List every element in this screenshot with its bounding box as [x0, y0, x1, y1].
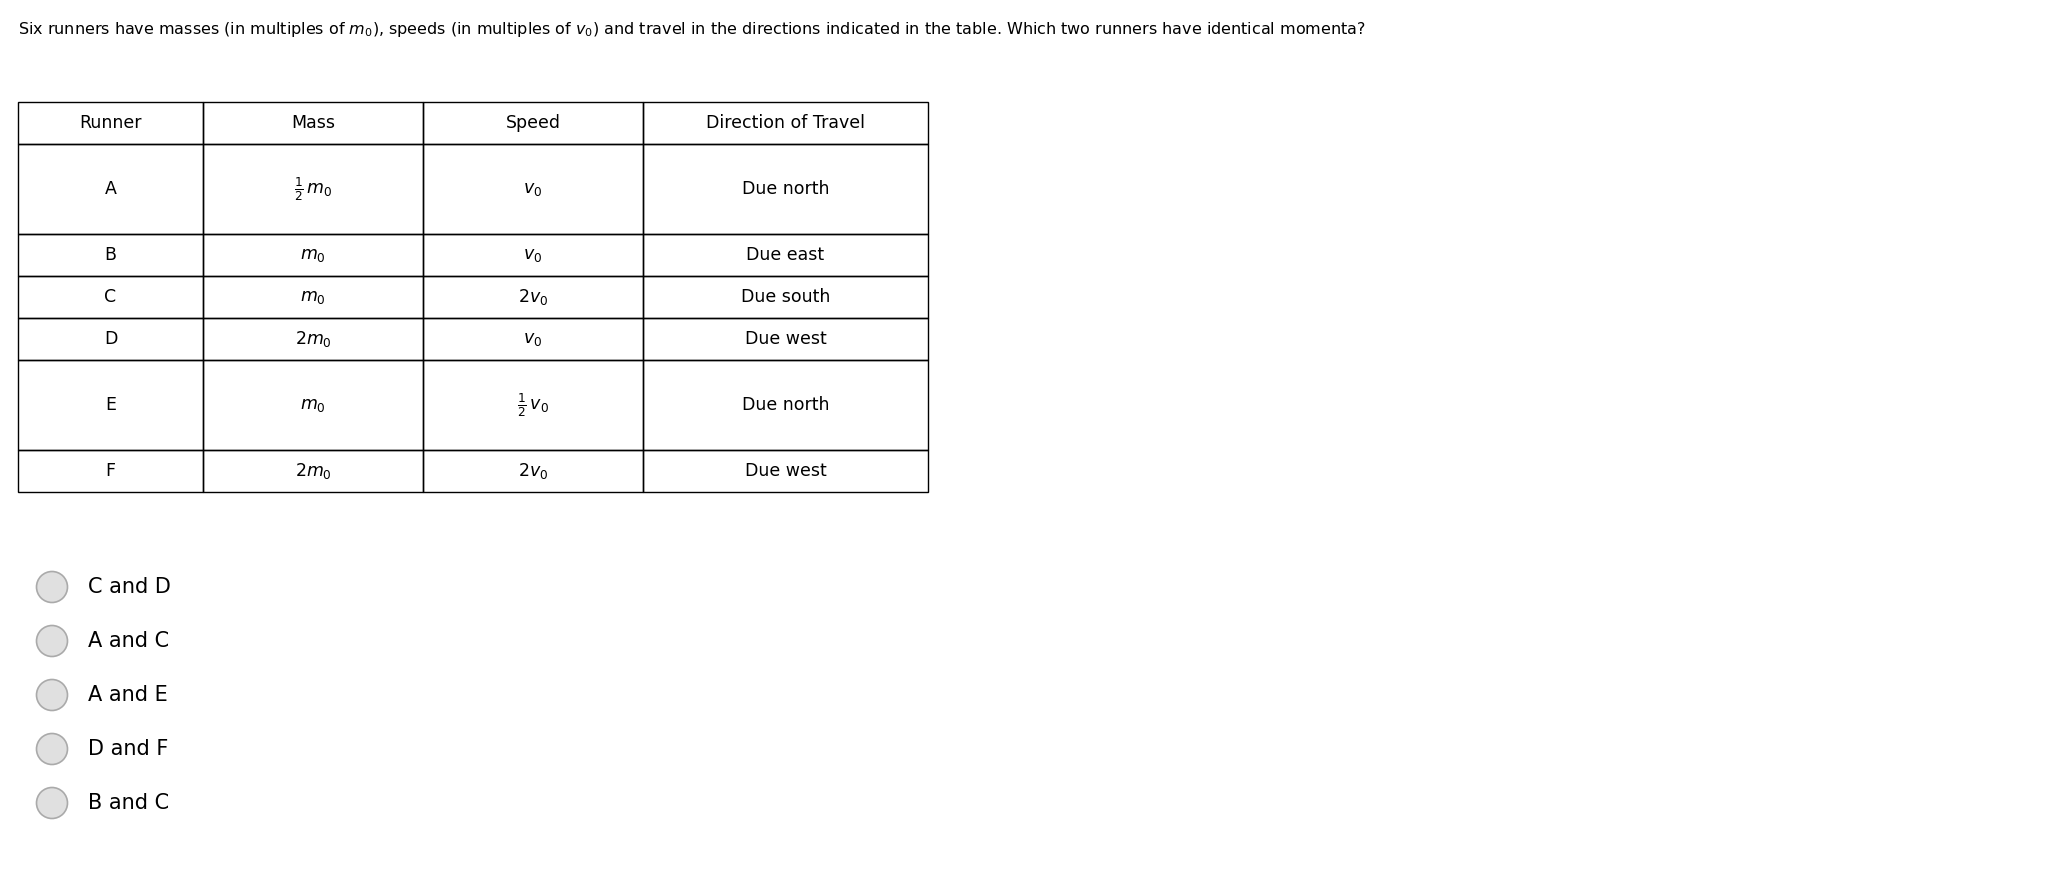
- Bar: [424, 276, 643, 318]
- Bar: [203, 360, 424, 450]
- Text: Due south: Due south: [740, 288, 829, 306]
- Bar: [643, 318, 929, 360]
- Bar: [203, 276, 424, 318]
- Text: D: D: [103, 330, 118, 348]
- Text: $v_0$: $v_0$: [523, 180, 542, 198]
- Circle shape: [37, 625, 68, 657]
- Text: Due west: Due west: [744, 462, 827, 480]
- Bar: [19, 102, 203, 144]
- Bar: [643, 450, 929, 492]
- Bar: [643, 276, 929, 318]
- Bar: [424, 360, 643, 450]
- Bar: [424, 102, 643, 144]
- Bar: [424, 450, 643, 492]
- Bar: [424, 144, 643, 234]
- Text: D and F: D and F: [89, 739, 168, 759]
- Text: A: A: [105, 180, 116, 198]
- Text: Speed: Speed: [505, 114, 560, 132]
- Circle shape: [37, 733, 68, 764]
- Bar: [643, 102, 929, 144]
- Text: Due east: Due east: [747, 246, 825, 264]
- Circle shape: [37, 788, 68, 819]
- Bar: [19, 276, 203, 318]
- Bar: [19, 318, 203, 360]
- Text: $\frac{1}{2}\,m_0$: $\frac{1}{2}\,m_0$: [294, 175, 333, 202]
- Bar: [19, 234, 203, 276]
- Text: F: F: [105, 462, 116, 480]
- Text: $2v_0$: $2v_0$: [517, 461, 548, 481]
- Text: $m_0$: $m_0$: [300, 288, 327, 306]
- Circle shape: [37, 572, 68, 602]
- Bar: [643, 144, 929, 234]
- Text: Due west: Due west: [744, 330, 827, 348]
- Bar: [643, 234, 929, 276]
- Text: E: E: [105, 396, 116, 414]
- Text: Mass: Mass: [292, 114, 335, 132]
- Circle shape: [37, 680, 68, 711]
- Text: C and D: C and D: [89, 577, 172, 597]
- Text: Due north: Due north: [742, 180, 829, 198]
- Text: Runner: Runner: [79, 114, 143, 132]
- Bar: [424, 318, 643, 360]
- Text: $v_0$: $v_0$: [523, 246, 542, 264]
- Text: A and C: A and C: [89, 631, 170, 651]
- Bar: [203, 318, 424, 360]
- Bar: [203, 144, 424, 234]
- Bar: [19, 144, 203, 234]
- Text: $m_0$: $m_0$: [300, 396, 327, 414]
- Text: Direction of Travel: Direction of Travel: [705, 114, 864, 132]
- Bar: [19, 360, 203, 450]
- Text: $2v_0$: $2v_0$: [517, 287, 548, 307]
- Text: B: B: [105, 246, 116, 264]
- Bar: [643, 360, 929, 450]
- Bar: [203, 450, 424, 492]
- Bar: [203, 234, 424, 276]
- Bar: [203, 102, 424, 144]
- Text: Six runners have masses (in multiples of $m_0$), speeds (in multiples of $v_0$) : Six runners have masses (in multiples of…: [19, 20, 1365, 39]
- Text: B and C: B and C: [89, 793, 170, 813]
- Text: $2m_0$: $2m_0$: [294, 461, 331, 481]
- Text: C: C: [105, 288, 116, 306]
- Text: $m_0$: $m_0$: [300, 246, 327, 264]
- Text: A and E: A and E: [89, 685, 168, 705]
- Text: $v_0$: $v_0$: [523, 330, 542, 348]
- Text: $2m_0$: $2m_0$: [294, 329, 331, 349]
- Bar: [19, 450, 203, 492]
- Text: Due north: Due north: [742, 396, 829, 414]
- Bar: [424, 234, 643, 276]
- Text: $\frac{1}{2}\,v_0$: $\frac{1}{2}\,v_0$: [517, 392, 548, 419]
